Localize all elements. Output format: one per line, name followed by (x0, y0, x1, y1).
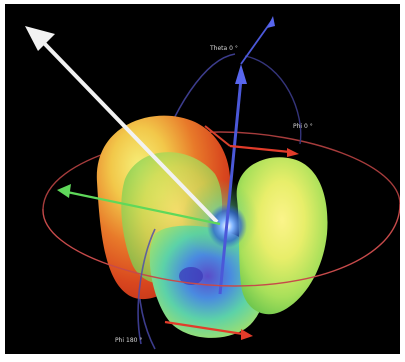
z-axis-upper-arrowhead (267, 16, 275, 28)
azimuth-ring-back (42, 131, 400, 210)
z-axis-arrowhead (235, 64, 247, 84)
z-axis-upper-line (240, 18, 274, 65)
phi-180-vector-arrowhead (241, 329, 253, 340)
y-axis-line (66, 190, 221, 226)
z-axis-line (218, 78, 243, 295)
phi-180-vector-line (164, 320, 244, 336)
y-axis-arrowhead (57, 184, 71, 198)
elevation-arc-front (137, 228, 156, 345)
phi-180-label: Phi 180 ° (115, 337, 142, 344)
right-lobe (236, 157, 328, 315)
radiation-pattern-3d-plot: Theta 0 ° Phi 0 ° Phi 180 ° (25, 16, 400, 350)
radiation-pattern-view: Theta 0 ° Phi 0 ° Phi 180 ° (5, 4, 400, 354)
azimuth-ring-front (42, 203, 400, 287)
lower-lobe-shadow (179, 267, 203, 285)
phi-zero-vector-line (229, 144, 291, 154)
phi-zero-vector-arrowhead (287, 148, 299, 157)
phi-zero-label: Phi 0 ° (293, 123, 313, 130)
phi-zero-vector-tail (204, 125, 231, 147)
beam-direction-arrowhead (25, 26, 55, 51)
top-arc (244, 55, 302, 145)
theta-label: Theta 0 ° (209, 45, 238, 52)
beam-direction-line (41, 40, 219, 224)
